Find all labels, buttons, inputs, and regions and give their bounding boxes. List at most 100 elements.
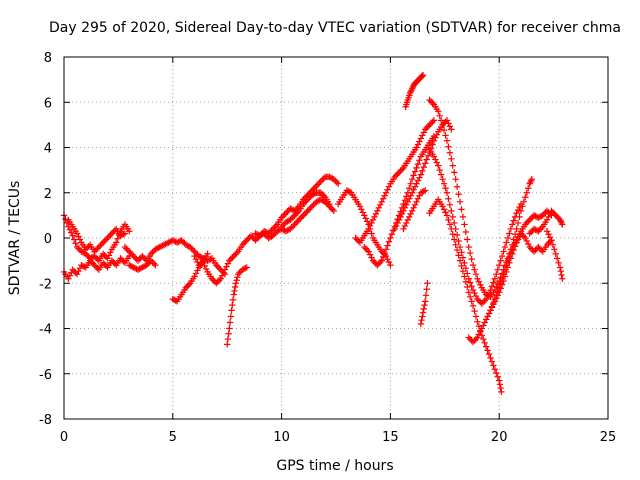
data-point [126, 261, 133, 269]
data-point [78, 261, 85, 269]
data-point [424, 152, 432, 159]
data-point [378, 198, 385, 205]
data-point [504, 257, 512, 264]
data-point [184, 242, 191, 249]
data-point [194, 267, 201, 274]
data-point [127, 262, 134, 270]
data-point [378, 248, 385, 255]
data-point [227, 255, 235, 263]
data-point [229, 254, 236, 261]
data-point [461, 221, 468, 228]
y-tick-label: -6 [39, 368, 52, 383]
data-point [345, 188, 352, 195]
data-point [430, 117, 438, 124]
data-point [288, 224, 295, 231]
data-point [334, 180, 342, 187]
data-point [120, 231, 127, 238]
y-tick-label: -2 [39, 277, 52, 292]
data-point [527, 178, 534, 186]
data-point [329, 206, 336, 213]
data-point [413, 164, 420, 172]
data-point [397, 167, 404, 175]
data-point [465, 275, 472, 282]
data-point [532, 246, 539, 254]
data-point [92, 263, 100, 270]
data-point [379, 195, 387, 202]
series-track-16 [417, 280, 431, 328]
data-point [117, 232, 124, 239]
data-point [424, 280, 431, 287]
x-axis-label: GPS time / hours [276, 458, 393, 474]
data-point [184, 283, 191, 290]
data-point [527, 228, 535, 236]
data-point [406, 90, 414, 97]
x-tick-label: 20 [491, 430, 508, 445]
data-point [123, 245, 130, 252]
data-point [494, 266, 501, 273]
data-point [416, 138, 423, 145]
data-point [126, 248, 133, 255]
data-point [556, 216, 564, 224]
data-point [66, 226, 74, 233]
data-point [480, 322, 487, 329]
data-point [439, 175, 446, 183]
data-point [343, 187, 351, 194]
data-point [191, 273, 198, 280]
data-point [445, 216, 452, 224]
data-point [377, 258, 384, 266]
data-point [421, 301, 428, 309]
data-point [411, 201, 419, 209]
data-point [436, 166, 443, 174]
data-point [379, 253, 387, 261]
data-point [481, 319, 488, 326]
data-point [422, 298, 429, 305]
data-point [487, 307, 494, 314]
data-point [439, 121, 446, 129]
data-point [426, 96, 433, 104]
data-point [292, 210, 300, 218]
series-track-18 [426, 196, 505, 396]
data-point [91, 261, 98, 269]
data-point [110, 258, 117, 266]
series-track-24 [543, 228, 566, 282]
data-point [387, 261, 394, 269]
data-point [488, 303, 496, 310]
data-point [442, 118, 449, 126]
data-point [127, 249, 134, 257]
data-point [471, 289, 478, 297]
data-point [511, 213, 519, 221]
data-point [459, 254, 467, 261]
data-point [417, 171, 425, 178]
data-point [393, 172, 400, 179]
data-point [149, 249, 156, 256]
data-point [497, 384, 504, 392]
data-point [525, 240, 532, 248]
data-point [458, 262, 465, 270]
data-point [278, 214, 285, 221]
data-point [424, 123, 432, 130]
data-point [355, 237, 362, 245]
data-point [139, 264, 146, 271]
data-point [532, 212, 539, 220]
data-point [498, 252, 506, 260]
data-point [208, 275, 216, 282]
data-point [443, 212, 451, 219]
data-point [358, 206, 365, 213]
data-point [227, 313, 235, 320]
data-point [221, 266, 229, 273]
data-point [491, 366, 499, 373]
data-point [287, 205, 294, 212]
data-point [327, 204, 335, 212]
data-point [84, 244, 91, 252]
data-point [465, 243, 472, 251]
data-point [128, 263, 136, 270]
data-point [301, 210, 309, 218]
data-point [330, 175, 338, 183]
data-point [284, 218, 291, 225]
data-point [363, 246, 371, 254]
data-point [528, 175, 536, 183]
data-point [464, 270, 471, 277]
data-point [369, 257, 377, 264]
data-point [368, 230, 375, 237]
data-point [493, 271, 500, 278]
